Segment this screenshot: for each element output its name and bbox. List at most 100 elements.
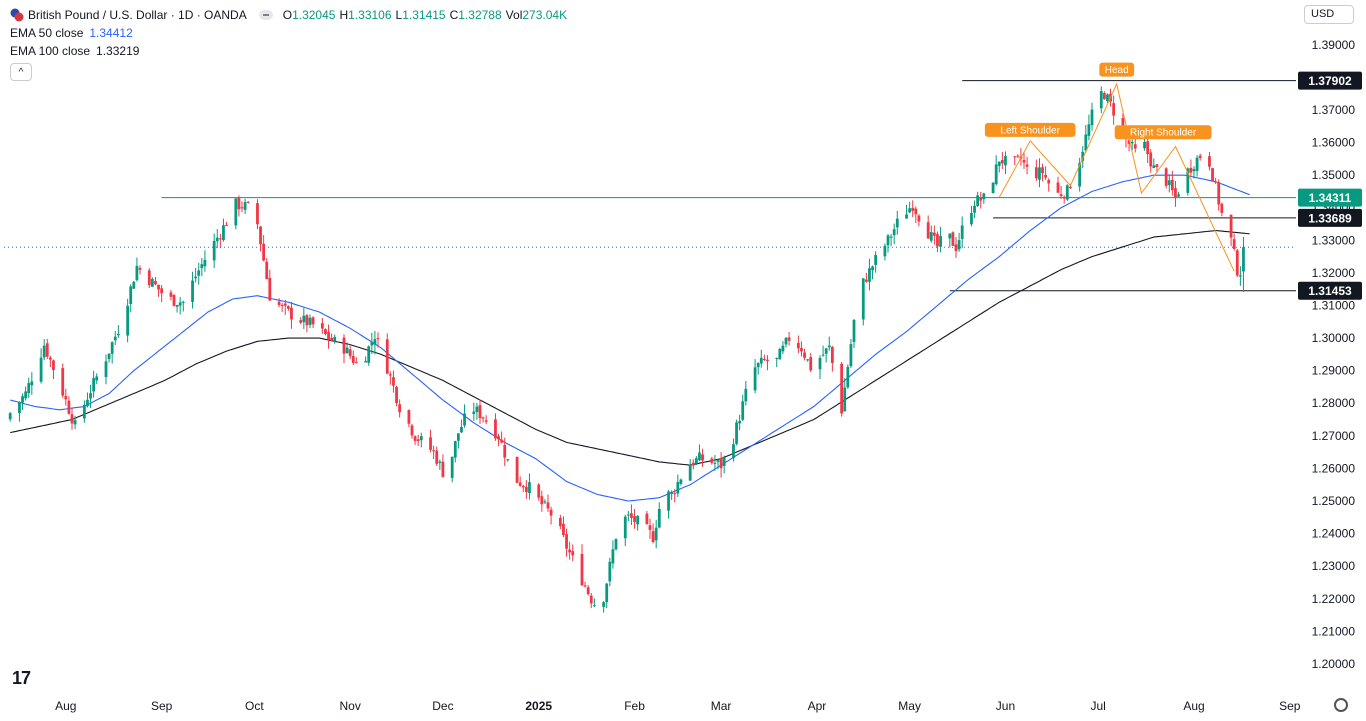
candle-body[interactable] xyxy=(191,280,194,302)
candle-body[interactable] xyxy=(701,454,704,461)
candle-body[interactable] xyxy=(280,305,284,307)
candle-body[interactable] xyxy=(1189,167,1193,173)
candle-body[interactable] xyxy=(636,515,640,525)
candle-body[interactable] xyxy=(48,357,52,360)
candle-body[interactable] xyxy=(732,444,735,459)
candle-body[interactable] xyxy=(979,197,983,201)
candle-body[interactable] xyxy=(1220,203,1224,213)
candle-body[interactable] xyxy=(673,493,677,495)
candle-body[interactable] xyxy=(1133,144,1137,149)
candle-body[interactable] xyxy=(1238,275,1242,277)
candle-body[interactable] xyxy=(52,360,55,370)
candle-body[interactable] xyxy=(225,225,228,227)
candle-body[interactable] xyxy=(61,368,65,396)
candle-body[interactable] xyxy=(543,501,547,503)
candle-body[interactable] xyxy=(429,437,432,450)
candle-body[interactable] xyxy=(265,261,269,280)
candle-body[interactable] xyxy=(719,458,723,469)
candle-body[interactable] xyxy=(129,286,133,305)
candle-body[interactable] xyxy=(203,259,207,267)
candle-body[interactable] xyxy=(27,383,31,394)
candle-body[interactable] xyxy=(500,439,504,443)
candle-body[interactable] xyxy=(481,417,485,419)
candle-body[interactable] xyxy=(104,361,108,377)
candle-body[interactable] xyxy=(558,517,562,527)
candle-body[interactable] xyxy=(1078,162,1082,187)
candle-body[interactable] xyxy=(744,388,748,402)
candle-body[interactable] xyxy=(936,234,939,247)
candle-body[interactable] xyxy=(657,508,661,528)
candle-body[interactable] xyxy=(735,422,738,444)
candle-body[interactable] xyxy=(107,353,111,360)
candle-body[interactable] xyxy=(1038,167,1041,180)
candle-body[interactable] xyxy=(1211,168,1214,182)
candle-body[interactable] xyxy=(1149,152,1153,167)
candle-body[interactable] xyxy=(1068,186,1072,189)
candle-body[interactable] xyxy=(42,345,46,358)
candle-body[interactable] xyxy=(503,444,507,458)
candle-body[interactable] xyxy=(268,277,272,301)
candle-body[interactable] xyxy=(929,232,933,241)
candle-body[interactable] xyxy=(82,404,86,419)
candle-body[interactable] xyxy=(602,602,606,607)
candle-body[interactable] xyxy=(623,516,627,539)
ema50-row[interactable]: EMA 50 close 1.34412 xyxy=(10,24,571,42)
candle-body[interactable] xyxy=(796,343,800,349)
more-options-icon[interactable] xyxy=(258,10,273,20)
candle-body[interactable] xyxy=(892,229,896,236)
candle-body[interactable] xyxy=(150,278,154,287)
candle-body[interactable] xyxy=(376,337,380,339)
candle-body[interactable] xyxy=(95,376,99,381)
candle-body[interactable] xyxy=(809,357,813,371)
candle-body[interactable] xyxy=(738,420,742,424)
candle-body[interactable] xyxy=(494,419,497,439)
candle-body[interactable] xyxy=(1208,156,1211,167)
candle-body[interactable] xyxy=(327,331,330,340)
candle-body[interactable] xyxy=(197,270,201,276)
candle-body[interactable] xyxy=(874,255,878,265)
candle-body[interactable] xyxy=(1198,155,1202,158)
candle-body[interactable] xyxy=(311,317,315,325)
candle-body[interactable] xyxy=(413,436,417,441)
candle-body[interactable] xyxy=(237,197,241,210)
candle-body[interactable] xyxy=(1099,91,1103,109)
candle-body[interactable] xyxy=(24,391,28,399)
candle-body[interactable] xyxy=(537,484,541,498)
candle-body[interactable] xyxy=(722,457,726,466)
candle-body[interactable] xyxy=(741,401,745,420)
candle-body[interactable] xyxy=(484,420,488,422)
candle-body[interactable] xyxy=(849,344,853,367)
candle-body[interactable] xyxy=(787,337,791,341)
candle-body[interactable] xyxy=(89,393,92,399)
candle-body[interactable] xyxy=(800,348,803,352)
candle-body[interactable] xyxy=(688,464,692,481)
annotation-box[interactable] xyxy=(1114,125,1212,140)
candle-body[interactable] xyxy=(218,238,222,240)
candle-body[interactable] xyxy=(243,202,247,210)
candle-body[interactable] xyxy=(1242,247,1245,272)
candle-body[interactable] xyxy=(626,514,630,516)
candle-body[interactable] xyxy=(524,486,528,493)
candle-body[interactable] xyxy=(138,268,142,270)
candle-body[interactable] xyxy=(753,367,757,391)
candle-body[interactable] xyxy=(18,402,21,414)
candle-body[interactable] xyxy=(438,461,442,463)
candle-body[interactable] xyxy=(506,459,510,461)
candle-body[interactable] xyxy=(852,319,856,342)
candle-body[interactable] xyxy=(830,346,834,364)
currency-select[interactable]: USD xyxy=(1304,5,1354,24)
candle-body[interactable] xyxy=(766,359,769,362)
candle-body[interactable] xyxy=(286,306,290,309)
candle-body[interactable] xyxy=(970,213,973,225)
candle-body[interactable] xyxy=(367,346,371,363)
candle-body[interactable] xyxy=(824,348,828,354)
candle-body[interactable] xyxy=(342,337,346,354)
candle-body[interactable] xyxy=(472,411,476,415)
candle-body[interactable] xyxy=(370,342,374,346)
candle-body[interactable] xyxy=(432,450,436,452)
candle-body[interactable] xyxy=(679,479,683,484)
candle-body[interactable] xyxy=(982,193,986,200)
candle-body[interactable] xyxy=(864,279,868,282)
candle-body[interactable] xyxy=(565,534,568,549)
